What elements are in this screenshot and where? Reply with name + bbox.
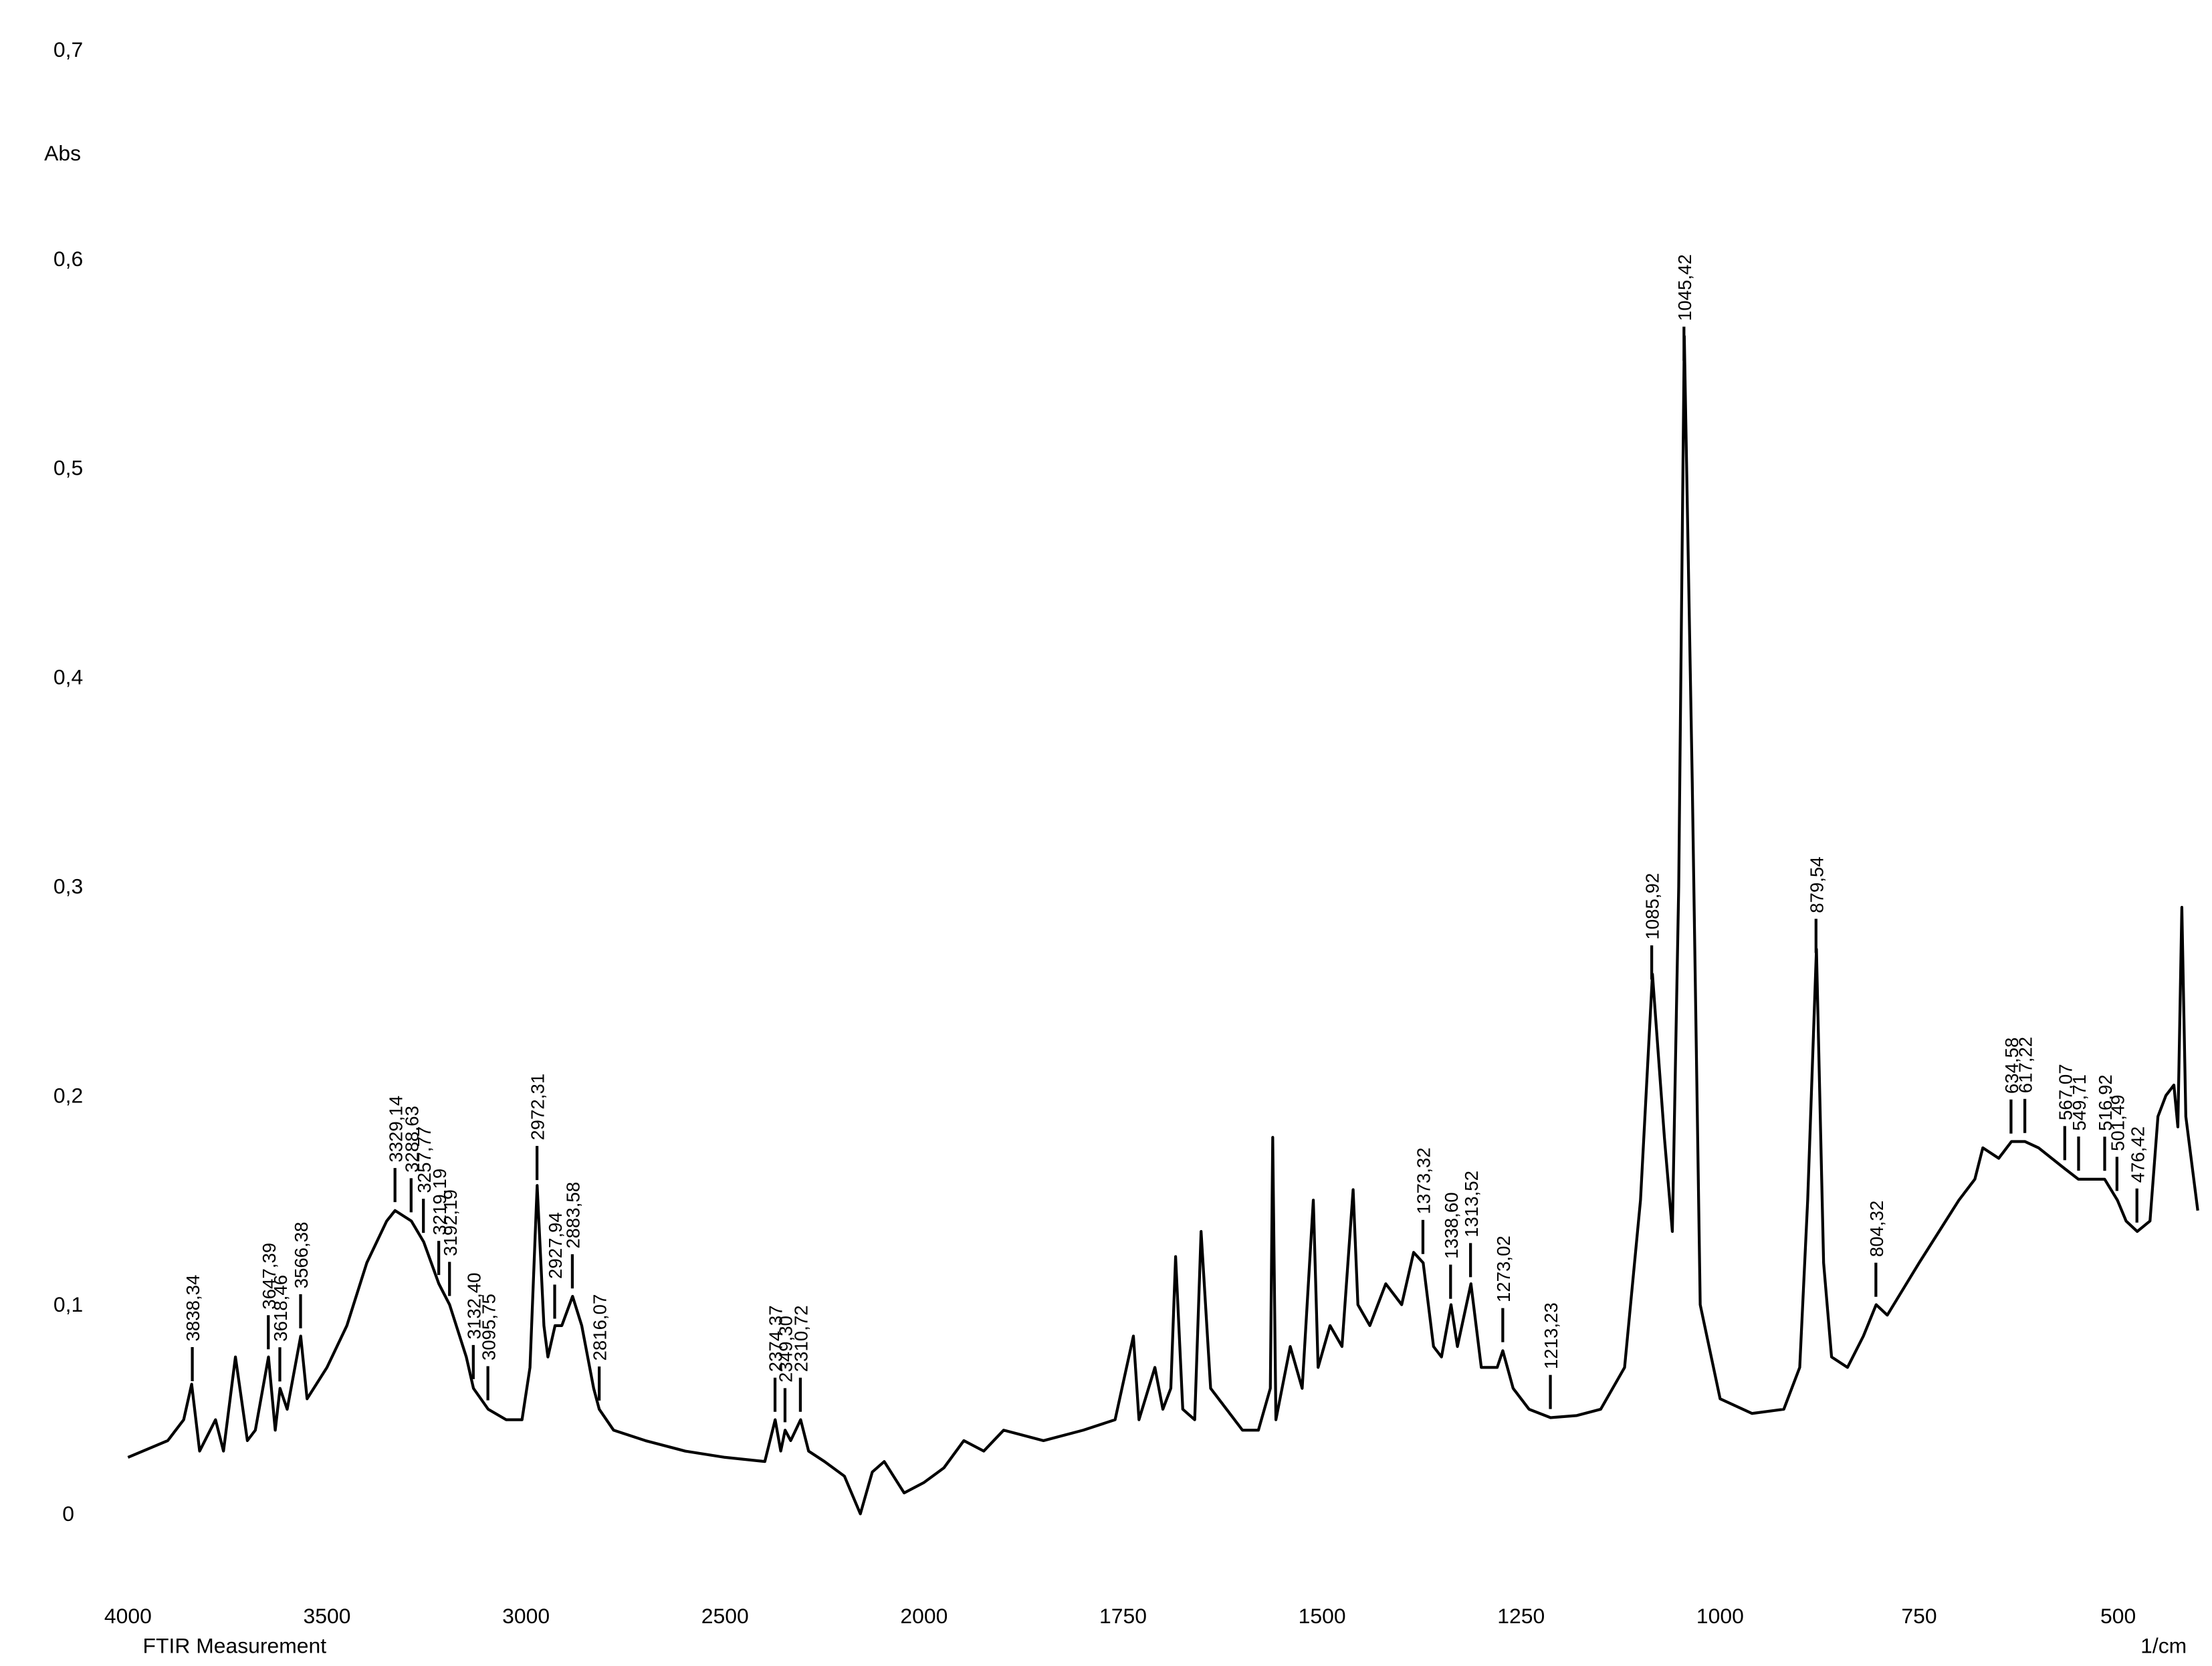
peak-label: 1213,23 <box>1541 1302 1561 1369</box>
peak-label: 3566,38 <box>291 1222 312 1289</box>
x-tick-label: 750 <box>1901 1604 1937 1628</box>
peak-label: 2972,31 <box>528 1074 548 1141</box>
peak-label: 3257,77 <box>414 1126 435 1193</box>
x-tick-label: 1250 <box>1497 1604 1545 1628</box>
spectrum-line <box>127 334 2199 1516</box>
peak-label: 2310,72 <box>791 1305 812 1372</box>
peak-label: 3618,46 <box>270 1275 291 1342</box>
peak-label: 1085,92 <box>1642 873 1663 940</box>
peak-label: 3838,34 <box>183 1275 203 1342</box>
peak-label: 3095,75 <box>478 1294 499 1360</box>
peak-label: 3329,14 <box>385 1096 406 1163</box>
y-tick-label: 0,4 <box>53 665 83 689</box>
peak-label: 3192,19 <box>440 1189 461 1256</box>
y-tick-label: 0,2 <box>53 1083 83 1107</box>
y-tick-label: 0,1 <box>53 1292 83 1316</box>
peak-label: 567,07 <box>2055 1064 2076 1120</box>
peak-label: 2883,58 <box>563 1182 584 1249</box>
caption: FTIR Measurement <box>143 1633 327 1657</box>
x-tick-label: 1500 <box>1299 1604 1346 1628</box>
x-axis-label: 1/cm <box>2140 1633 2187 1657</box>
x-tick-label: 4000 <box>104 1604 152 1628</box>
peak-label: 3132,40 <box>463 1272 484 1339</box>
y-axis-label: Abs <box>44 141 81 165</box>
y-tick-label: 0,5 <box>53 456 83 480</box>
peak-label: 1338,60 <box>1441 1192 1462 1259</box>
y-tick-label: 0 <box>62 1502 74 1526</box>
peak-label: 501,49 <box>2108 1094 2128 1151</box>
x-tick-label: 1000 <box>1696 1604 1744 1628</box>
peak-label: 476,42 <box>2127 1126 2148 1183</box>
peak-label: 3288,63 <box>401 1106 422 1173</box>
x-tick-label: 1750 <box>1099 1604 1147 1628</box>
peak-label: 2816,07 <box>590 1294 611 1361</box>
peak-label: 3647,39 <box>259 1243 280 1310</box>
peak-label: 2374,37 <box>766 1305 786 1372</box>
x-tick-label: 2000 <box>900 1604 948 1628</box>
peak-label: 2349,30 <box>776 1316 796 1383</box>
peak-label: 634,58 <box>2001 1038 2022 1094</box>
x-tick-label: 500 <box>2100 1604 2136 1628</box>
peak-label: 804,32 <box>1866 1201 1887 1258</box>
peak-label: 1273,02 <box>1493 1235 1514 1302</box>
x-tick-label: 3000 <box>502 1604 550 1628</box>
peak-label: 549,71 <box>2069 1074 2090 1131</box>
y-tick-label: 0,7 <box>53 37 83 62</box>
x-tick-label: 3500 <box>304 1604 351 1628</box>
peak-label: 879,54 <box>1806 856 1827 913</box>
peak-label: 1313,52 <box>1461 1171 1482 1237</box>
peak-label: 3219,19 <box>429 1169 450 1235</box>
peak-label: 2927,94 <box>545 1212 566 1279</box>
y-tick-label: 0,3 <box>53 874 83 898</box>
peak-label: 1373,32 <box>1414 1147 1434 1214</box>
peak-label: 1045,42 <box>1674 254 1695 321</box>
peak-label: 617,22 <box>2015 1037 2036 1094</box>
y-tick-label: 0,6 <box>53 247 83 271</box>
peak-label: 516,92 <box>2095 1074 2116 1131</box>
x-tick-label: 2500 <box>701 1604 749 1628</box>
